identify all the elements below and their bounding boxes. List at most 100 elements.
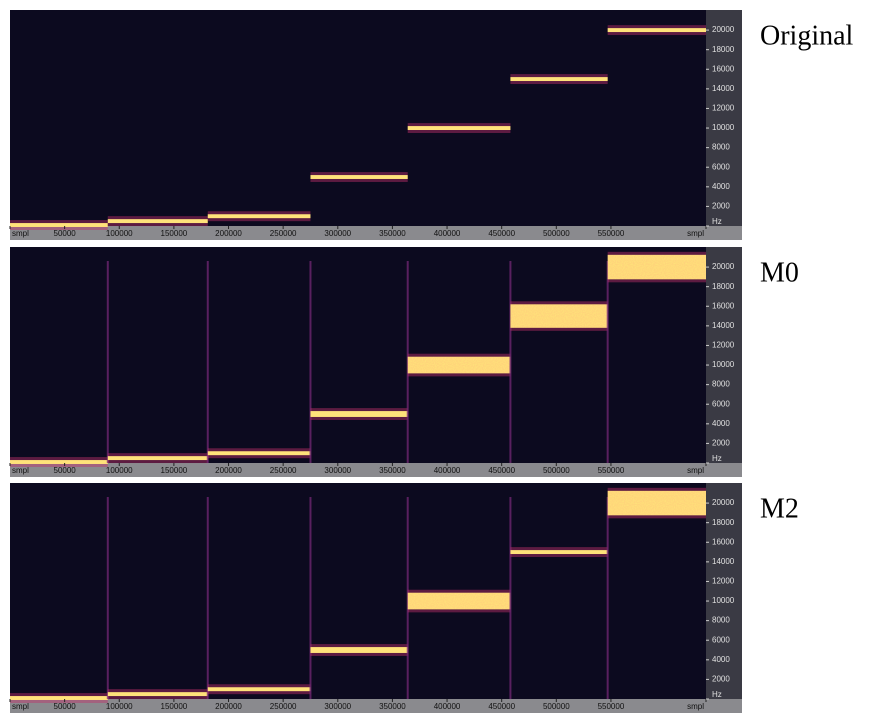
y-tick-label: 10000 xyxy=(712,123,735,132)
x-tick-label: 100000 xyxy=(106,229,133,238)
transition-line xyxy=(207,261,209,463)
y-tick-label: Hz xyxy=(712,217,722,226)
y-tick-label: 20000 xyxy=(712,262,735,271)
x-tick-label: 450000 xyxy=(488,466,515,475)
tone-band xyxy=(408,126,511,130)
x-tick-label: 400000 xyxy=(434,702,461,711)
tone-band xyxy=(10,696,108,700)
y-tick-label: 14000 xyxy=(712,84,735,93)
x-tick-label: 300000 xyxy=(324,702,351,711)
y-tick-label: 8000 xyxy=(712,380,730,389)
x-tick-label: 350000 xyxy=(379,702,406,711)
y-tick-label: 18000 xyxy=(712,45,735,54)
y-tick-label: 14000 xyxy=(712,321,735,330)
tone-band xyxy=(310,647,407,653)
y-tick-label: 18000 xyxy=(712,282,735,291)
x-tick-label: 400000 xyxy=(434,229,461,238)
panel-label: Original xyxy=(760,20,854,51)
tone-band xyxy=(310,411,407,417)
x-tick-label: 100000 xyxy=(106,466,133,475)
y-tick-label: Hz xyxy=(712,690,722,699)
x-tick-label: 450000 xyxy=(488,229,515,238)
x-tick-label: smpl xyxy=(687,466,704,475)
plot-background xyxy=(10,483,706,699)
y-tick-label: 16000 xyxy=(712,537,735,546)
x-tick-label: 250000 xyxy=(270,466,297,475)
y-tick-label: 16000 xyxy=(712,64,735,73)
transition-line xyxy=(107,261,109,463)
x-tick-label: 400000 xyxy=(434,466,461,475)
y-axis-bar xyxy=(706,10,742,226)
tone-band xyxy=(608,491,706,515)
y-tick-label: 4000 xyxy=(712,182,730,191)
plot-background xyxy=(10,247,706,463)
x-tick-label: 200000 xyxy=(215,702,242,711)
x-tick-label: smpl xyxy=(12,466,29,475)
x-tick-label: 200000 xyxy=(215,466,242,475)
x-tick-label: 200000 xyxy=(215,229,242,238)
x-tick-label: 500000 xyxy=(543,702,570,711)
figure: smpl 50000 100000 150000 200000 250000 300000 3… xyxy=(0,0,869,713)
transition-line xyxy=(509,261,511,463)
tone-band xyxy=(208,451,311,455)
x-tick-label: 150000 xyxy=(161,229,188,238)
x-tick-label: 50000 xyxy=(54,702,77,711)
tone-band xyxy=(608,28,706,32)
x-tick-label: smpl xyxy=(12,702,29,711)
x-tick-label: smpl xyxy=(12,229,29,238)
y-axis-bar xyxy=(706,483,742,699)
x-tick-label: 250000 xyxy=(270,702,297,711)
x-tick-label: 300000 xyxy=(324,466,351,475)
transition-line xyxy=(607,497,609,699)
y-tick-label: 8000 xyxy=(712,616,730,625)
tone-band xyxy=(408,593,511,610)
x-tick-label: 50000 xyxy=(54,466,77,475)
x-tick-label: 250000 xyxy=(270,229,297,238)
y-tick-label: Hz xyxy=(712,454,722,463)
y-tick-label: 6000 xyxy=(712,399,730,408)
tone-band xyxy=(10,223,108,227)
tone-band xyxy=(408,357,511,374)
tone-band xyxy=(510,304,607,328)
tone-band xyxy=(10,460,108,464)
plot-background xyxy=(10,10,706,226)
y-tick-label: 2000 xyxy=(712,202,730,211)
y-tick-label: 10000 xyxy=(712,360,735,369)
tone-band xyxy=(108,692,208,696)
transition-line xyxy=(309,497,311,699)
tone-band xyxy=(510,550,607,554)
y-tick-label: 20000 xyxy=(712,498,735,507)
x-tick-label: smpl xyxy=(687,229,704,238)
y-tick-label: 4000 xyxy=(712,655,730,664)
tone-band xyxy=(310,175,407,179)
y-tick-label: 16000 xyxy=(712,301,735,310)
y-tick-label: 10000 xyxy=(712,596,735,605)
y-tick-label: 4000 xyxy=(712,419,730,428)
x-tick-label: 150000 xyxy=(161,702,188,711)
panel-label: M0 xyxy=(760,257,799,288)
x-tick-label: 300000 xyxy=(324,229,351,238)
x-tick-label: 550000 xyxy=(598,466,625,475)
x-tick-label: 350000 xyxy=(379,466,406,475)
tone-band xyxy=(608,255,706,279)
x-tick-label: 50000 xyxy=(54,229,77,238)
x-tick-label: 500000 xyxy=(543,466,570,475)
x-tick-label: 500000 xyxy=(543,229,570,238)
y-tick-label: 2000 xyxy=(712,675,730,684)
panel-label: M2 xyxy=(760,493,799,524)
tone-band xyxy=(208,687,311,691)
y-tick-label: 8000 xyxy=(712,143,730,152)
y-tick-label: 6000 xyxy=(712,162,730,171)
transition-line xyxy=(309,261,311,463)
transition-line xyxy=(107,497,109,699)
x-tick-label: 450000 xyxy=(488,702,515,711)
transition-line xyxy=(207,497,209,699)
y-tick-label: 14000 xyxy=(712,557,735,566)
tone-band xyxy=(510,77,607,81)
y-tick-label: 6000 xyxy=(712,635,730,644)
y-tick-label: 12000 xyxy=(712,577,735,586)
y-tick-label: 2000 xyxy=(712,439,730,448)
y-tick-label: 12000 xyxy=(712,104,735,113)
transition-line xyxy=(509,497,511,699)
x-tick-label: smpl xyxy=(687,702,704,711)
